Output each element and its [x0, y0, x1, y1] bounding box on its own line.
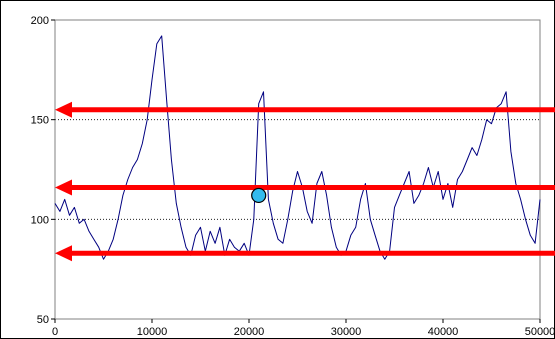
y-tick-label: 50 [37, 314, 49, 326]
annotation-layer [55, 101, 555, 262]
red-arrow [55, 179, 555, 196]
plot-area [54, 19, 541, 320]
x-tick-label: 50000 [525, 326, 555, 338]
x-tick-label: 10000 [137, 326, 168, 338]
red-arrow [55, 245, 555, 262]
y-tick-label: 150 [31, 115, 49, 127]
x-tick-label: 40000 [428, 326, 459, 338]
highlight-marker [251, 187, 267, 204]
series-layer [54, 35, 541, 260]
grid-layer [55, 119, 540, 220]
arrow-head [55, 101, 72, 118]
arrow-head [55, 245, 72, 262]
red-arrow [55, 101, 555, 118]
x-tick-label: 30000 [331, 326, 362, 338]
arrow-head [55, 179, 72, 196]
series-line [54, 35, 541, 260]
x-tick-label: 20000 [234, 326, 265, 338]
x-tick-label: 0 [52, 326, 58, 338]
y-tick-label: 200 [31, 15, 49, 27]
ticks-layer: 50 100 150 200 0 10000 20000 30000 40000 50000 [31, 15, 555, 338]
y-tick-label: 100 [31, 214, 49, 226]
